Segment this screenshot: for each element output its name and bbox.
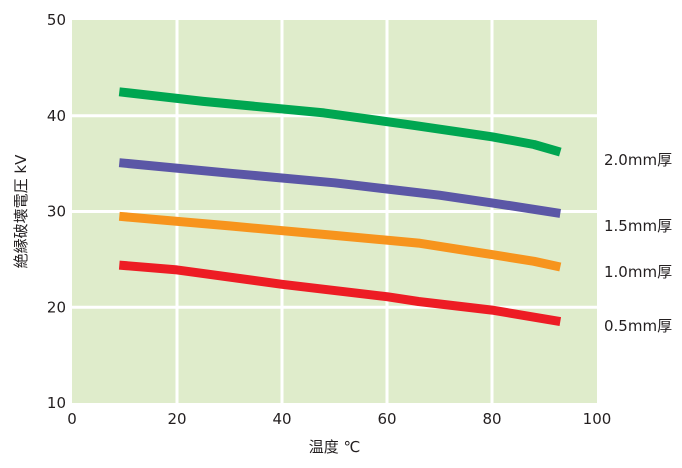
series-line — [118, 211, 562, 272]
x-tick-label: 20 — [167, 410, 186, 428]
y-tick-label: 10 — [47, 394, 66, 412]
y-tick-label: 20 — [47, 298, 66, 316]
series-labels: 2.0mm厚 1.5mm厚 1.0mm厚 0.5mm厚 — [604, 151, 672, 335]
x-tick-label: 60 — [377, 410, 396, 428]
x-tick-label: 100 — [583, 410, 612, 428]
y-tick-label: 40 — [47, 107, 66, 125]
series-lines — [118, 87, 562, 327]
series-label: 1.5mm厚 — [604, 217, 672, 235]
series-label: 0.5mm厚 — [604, 317, 672, 335]
x-axis-label: 温度 ℃ — [309, 438, 361, 456]
series-label: 1.0mm厚 — [604, 263, 672, 281]
series-line — [118, 260, 562, 327]
grid-lines — [72, 20, 597, 403]
x-tick-label: 0 — [67, 410, 77, 428]
x-axis-ticks: 0 20 40 60 80 100 — [67, 410, 611, 428]
series-line — [118, 87, 562, 157]
y-tick-label: 30 — [47, 203, 66, 221]
y-tick-label: 50 — [47, 11, 66, 29]
y-axis-ticks: 10 20 30 40 50 — [47, 11, 66, 412]
x-tick-label: 80 — [482, 410, 501, 428]
x-tick-label: 40 — [272, 410, 291, 428]
y-axis-label: 絶縁破壊電圧 kV — [12, 154, 30, 268]
series-label: 2.0mm厚 — [604, 151, 672, 169]
series-line — [118, 158, 561, 218]
